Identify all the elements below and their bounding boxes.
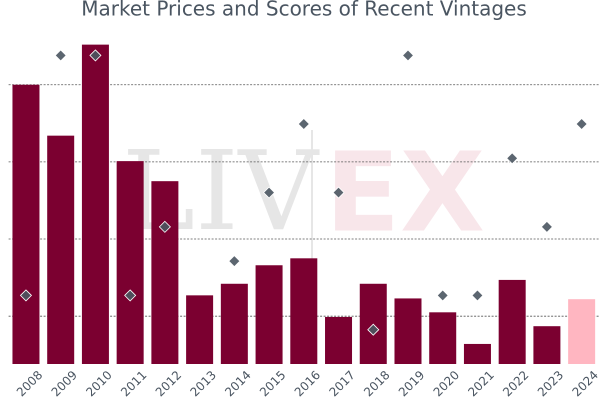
bar (12, 84, 40, 364)
bar (186, 295, 214, 364)
bar (81, 44, 109, 364)
score-marker (124, 289, 137, 302)
score-marker (297, 117, 310, 131)
score-marker (19, 289, 33, 302)
bar (116, 161, 144, 364)
bar (47, 135, 75, 364)
score-marker (471, 289, 484, 302)
score-marker (575, 117, 588, 131)
bar (325, 316, 353, 364)
x-tick-label: 2008 (14, 368, 45, 399)
score-marker (540, 220, 553, 233)
x-tick-label: 2013 (188, 368, 219, 399)
x-tick-label: 2014 (222, 368, 253, 399)
x-tick-label: 2012 (153, 368, 184, 399)
score-marker (89, 49, 102, 62)
x-tick-label: 2024 (570, 368, 600, 399)
bar (255, 265, 283, 364)
score-marker (263, 186, 276, 199)
x-tick-label: 2011 (118, 368, 149, 399)
x-tick-label: 2022 (500, 368, 531, 399)
bar (498, 279, 526, 364)
x-tick-label: 2009 (49, 368, 80, 399)
bar (429, 312, 457, 364)
bar (568, 299, 596, 364)
x-tick-label: 2023 (535, 368, 566, 399)
x-tick-label: 2020 (431, 368, 462, 399)
bar (533, 326, 561, 364)
score-marker (367, 323, 380, 336)
bar (220, 283, 248, 364)
watermark: EX (325, 128, 485, 256)
bar (394, 298, 422, 364)
x-tick-label: 2021 (465, 368, 496, 399)
score-marker (54, 49, 67, 62)
x-tick-label: 2019 (396, 368, 427, 399)
x-tick-label: 2016 (292, 368, 323, 399)
x-tick-label: 2010 (83, 368, 114, 399)
bar (151, 181, 179, 364)
score-marker (436, 289, 449, 302)
score-marker (506, 152, 519, 165)
x-tick-label: 2015 (257, 368, 288, 399)
chart-title: Market Prices and Scores of Recent Vinta… (81, 0, 527, 21)
score-marker (158, 220, 171, 233)
score-marker (401, 49, 415, 62)
bar (463, 343, 491, 364)
x-tick-label: 2018 (361, 368, 392, 399)
score-marker (332, 186, 345, 199)
x-tick-label: 2017 (326, 368, 357, 399)
score-marker (228, 255, 241, 268)
bar (290, 258, 318, 364)
